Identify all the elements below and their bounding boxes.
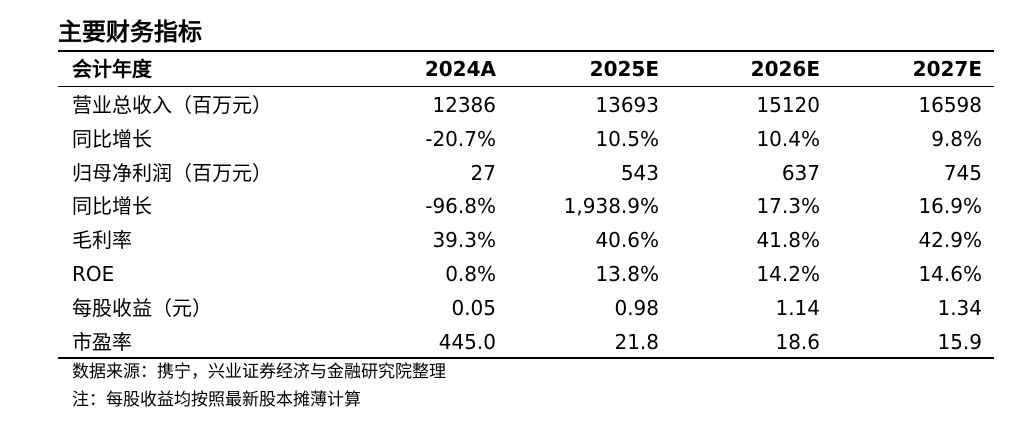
cell-2025e: 13693	[595, 93, 659, 117]
cell-2024a: 0.05	[451, 295, 496, 320]
cell-2026e: 17.3%	[756, 194, 820, 219]
cell-2027e: 42.9%	[918, 228, 982, 253]
row-label: 营业总收入（百万元）	[72, 93, 272, 117]
header-year-2024a: 2024A	[424, 57, 496, 81]
table-header-row: 会计年度 2024A 2025E 2026E 2027E	[58, 52, 994, 86]
cell-2024a: -96.8%	[425, 194, 496, 219]
cell-2027e: 745	[943, 160, 982, 185]
table-title: 主要财务指标	[58, 18, 202, 46]
header-year-2025e: 2025E	[589, 57, 659, 81]
cell-2024a: 0.8%	[445, 261, 496, 286]
financial-indicators-table: 会计年度 2024A 2025E 2026E 2027E 营业总收入（百万元） …	[58, 52, 994, 354]
cell-2024a: 445.0	[438, 329, 496, 354]
cell-2026e: 10.4%	[756, 126, 820, 151]
cell-2025e: 40.6%	[595, 228, 659, 253]
header-rule	[58, 86, 994, 87]
table-row: 每股收益（元） 0.05 0.98 1.14 1.34	[58, 291, 994, 325]
table-body: 营业总收入（百万元） 12386 13693 15120 16598 同比增长 …	[58, 88, 994, 358]
cell-2027e: 15.9	[937, 329, 982, 354]
row-label: 毛利率	[72, 228, 132, 253]
row-label: 市盈率	[72, 329, 132, 354]
row-label: ROE	[72, 261, 115, 286]
cell-2025e: 21.8	[614, 329, 659, 354]
row-label: 同比增长	[72, 126, 152, 151]
cell-2027e: 1.34	[937, 295, 982, 320]
cell-2026e: 18.6	[775, 329, 820, 354]
top-rule	[58, 50, 994, 52]
table-row: 毛利率 39.3% 40.6% 41.8% 42.9%	[58, 223, 994, 257]
cell-2024a: 39.3%	[432, 228, 496, 253]
cell-2027e: 16.9%	[918, 194, 982, 219]
row-label: 归母净利润（百万元）	[72, 160, 272, 185]
cell-2026e: 15120	[756, 93, 820, 117]
cell-2024a: -20.7%	[425, 126, 496, 151]
cell-2027e: 9.8%	[931, 126, 982, 151]
header-label-fiscal-year: 会计年度	[72, 57, 152, 81]
table-row: 同比增长 -96.8% 1,938.9% 17.3% 16.9%	[58, 189, 994, 223]
cell-2027e: 16598	[918, 93, 982, 117]
cell-2024a: 27	[470, 160, 496, 185]
cell-2026e: 1.14	[775, 295, 820, 320]
header-year-2027e: 2027E	[912, 57, 982, 81]
table-row: ROE 0.8% 13.8% 14.2% 14.6%	[58, 257, 994, 291]
table-row: 市盈率 445.0 21.8 18.6 15.9	[58, 325, 994, 359]
row-label: 同比增长	[72, 194, 152, 219]
bottom-rule	[58, 357, 994, 359]
cell-2025e: 10.5%	[595, 126, 659, 151]
table-row: 归母净利润（百万元） 27 543 637 745	[58, 156, 994, 190]
cell-2026e: 41.8%	[756, 228, 820, 253]
cell-2025e: 0.98	[614, 295, 659, 320]
eps-footnote: 注：每股收益均按照最新股本摊薄计算	[72, 390, 361, 410]
cell-2025e: 1,938.9%	[563, 194, 659, 219]
row-label: 每股收益（元）	[72, 295, 212, 320]
cell-2026e: 14.2%	[756, 261, 820, 286]
data-source-note: 数据来源：携宁，兴业证券经济与金融研究院整理	[72, 362, 446, 382]
cell-2025e: 13.8%	[595, 261, 659, 286]
cell-2024a: 12386	[432, 93, 496, 117]
cell-2026e: 637	[781, 160, 820, 185]
cell-2025e: 543	[620, 160, 659, 185]
header-year-2026e: 2026E	[750, 57, 820, 81]
table-row: 营业总收入（百万元） 12386 13693 15120 16598	[58, 88, 994, 122]
table-row: 同比增长 -20.7% 10.5% 10.4% 9.8%	[58, 122, 994, 156]
cell-2027e: 14.6%	[918, 261, 982, 286]
